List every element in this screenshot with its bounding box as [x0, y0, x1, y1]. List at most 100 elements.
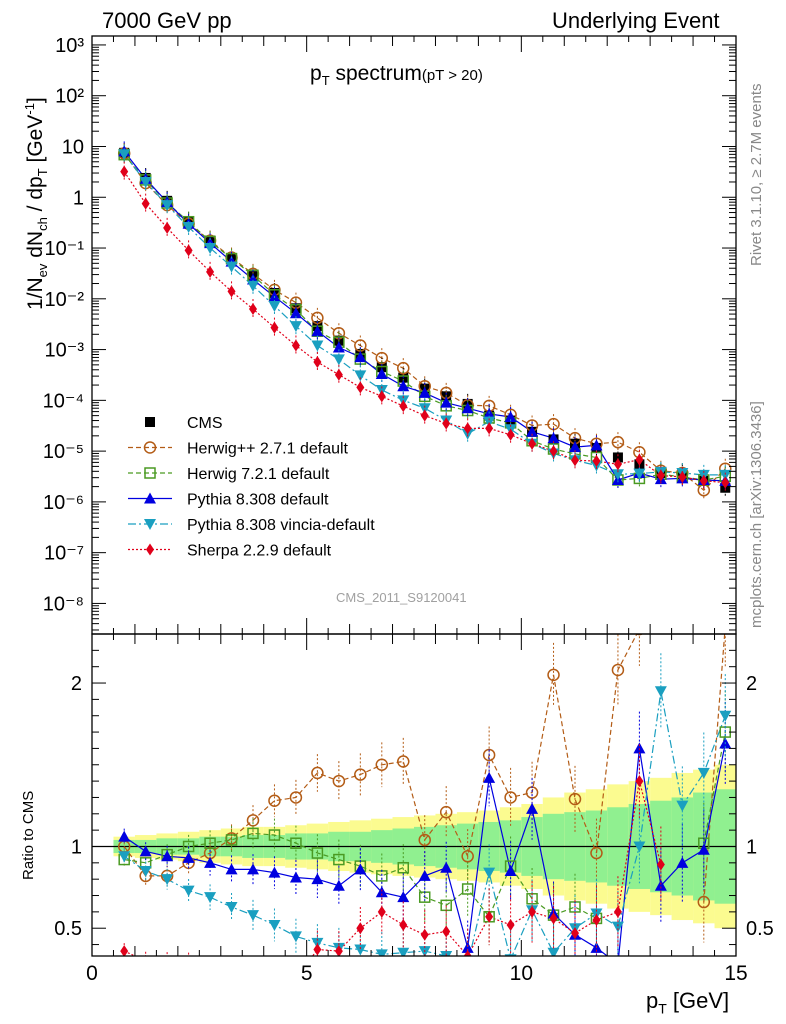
xlabel-part: T [658, 1000, 667, 1017]
ratio-point [375, 949, 388, 956]
ratio-point [144, 954, 147, 956]
data-point [633, 468, 646, 480]
ratio-y-tick-label: 1 [746, 836, 757, 858]
ratio-point [268, 919, 281, 931]
ratio-point [697, 895, 711, 909]
data-point [377, 390, 386, 403]
data-point [418, 403, 431, 415]
ratio-point [397, 755, 410, 768]
ratio-point [332, 774, 346, 788]
ratio-point [571, 927, 579, 940]
data-point [118, 149, 131, 161]
ratio-point [440, 861, 453, 873]
data-point [289, 321, 302, 333]
ratio-point [463, 950, 472, 956]
y-tick-label: 10⁻³ [45, 340, 85, 362]
ratio-point [635, 634, 644, 636]
data-point [397, 380, 410, 392]
data-point [163, 221, 172, 234]
ratio-point [483, 867, 496, 879]
data-point [354, 370, 367, 382]
ratio-point [420, 928, 429, 941]
data-point [356, 381, 365, 394]
legend-marker [145, 417, 155, 427]
data-point [397, 361, 410, 375]
axis-tick-labels: 10⁻⁸10⁻⁷10⁻⁶10⁻⁵10⁻⁴10⁻³10⁻²10⁻¹11010²10… [43, 35, 774, 985]
data-point [526, 425, 539, 437]
ratio-y-tick-label: 2 [746, 673, 757, 695]
ratio-point [268, 866, 281, 878]
legend-label: Pythia 8.308 vincia-default [187, 517, 375, 534]
data-point [249, 302, 257, 315]
data-point [268, 301, 281, 313]
ratio-point [333, 853, 345, 866]
ratio-point [547, 668, 560, 682]
data-point [311, 311, 324, 325]
ratio-point [506, 918, 515, 931]
data-point [420, 409, 429, 422]
ratio-point [592, 914, 601, 927]
ratio-point [161, 874, 174, 886]
ratio-point [549, 912, 558, 925]
data-point [656, 469, 665, 482]
data-point [699, 474, 708, 487]
y-tick-label: 10⁻⁴ [43, 390, 84, 412]
data-point [311, 325, 324, 337]
plot-title-p: p [310, 62, 322, 85]
y-tick-label: 10⁻² [45, 289, 85, 311]
data-point [463, 422, 472, 435]
ratio-point [139, 866, 152, 878]
ratio-point [247, 827, 259, 840]
ylabel-part: 1/N [24, 277, 47, 310]
ratio-point [204, 837, 216, 849]
ratio-series-markers [117, 634, 732, 985]
ratio-point [249, 966, 257, 978]
ratio-point [247, 910, 259, 922]
data-point [569, 441, 581, 453]
ratio-y-tick-label: 0.5 [746, 918, 774, 940]
data-point [592, 454, 601, 467]
ratio-point [697, 843, 710, 855]
ratio-point [676, 856, 689, 868]
data-point [313, 355, 322, 368]
ratio-point [292, 973, 300, 985]
x-tick-label: 5 [301, 962, 313, 985]
ratio-point [118, 830, 131, 842]
mcplots-label: mcplots.cern.ch [arXiv:1306.3436] [748, 401, 765, 628]
spectrum-line [123, 171, 726, 484]
y-tick-label: 10² [55, 86, 84, 108]
ratio-line [703, 634, 726, 903]
ratio-point [462, 959, 474, 970]
data-point [375, 368, 388, 380]
data-point [206, 265, 215, 278]
data-point [571, 454, 579, 467]
ratio-point [633, 841, 646, 853]
ratio-point [354, 863, 367, 875]
plot-title: pT spectrum(pT > 20) [310, 62, 483, 88]
header-left: 7000 GeV pp [102, 8, 232, 33]
ratio-point [185, 958, 193, 970]
spectrum-series-lines [123, 151, 726, 492]
ratio-point [311, 766, 324, 780]
ratio-point [206, 963, 214, 975]
ratio-point [313, 943, 322, 956]
ratio-y-tick-label: 1 [71, 836, 82, 858]
ratio-point [246, 814, 260, 827]
ylabel-part: T [35, 168, 51, 177]
data-point [504, 410, 517, 422]
xlabel-part: [GeV] [666, 988, 730, 1013]
ratio-point [354, 944, 367, 956]
ratio-point [439, 805, 453, 819]
data-point [270, 321, 279, 334]
data-point [611, 469, 624, 481]
data-point [461, 402, 474, 414]
ratio-point [311, 873, 324, 885]
ratio-y-tick-label: 2 [71, 673, 82, 695]
spectrum-line [123, 153, 726, 476]
ratio-point [654, 879, 667, 891]
rivet-version-label: Rivet 3.1.10, ≥ 2.7M events [748, 83, 765, 267]
data-point [440, 396, 453, 408]
data-point [375, 351, 389, 365]
ratio-point [332, 879, 345, 891]
analysis-label: CMS_2011_S9120041 [336, 590, 467, 605]
